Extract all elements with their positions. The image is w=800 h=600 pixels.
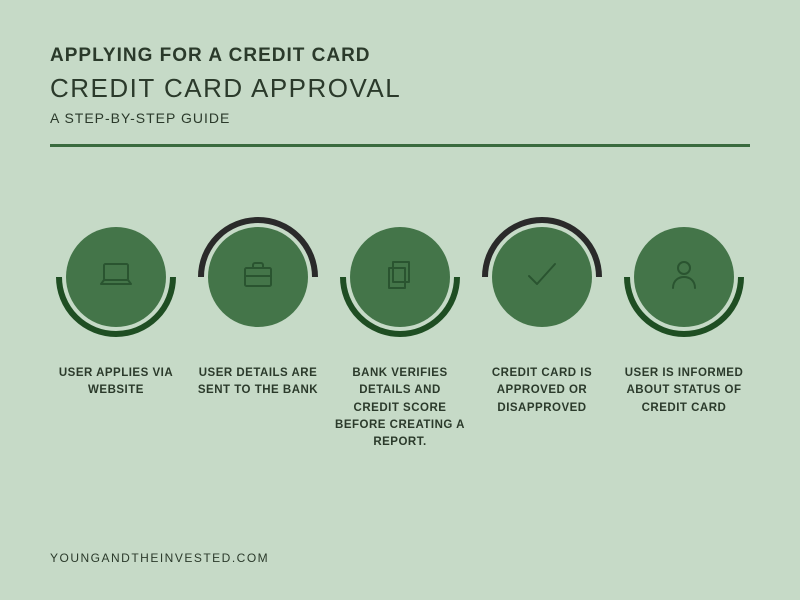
- footer-attribution: YOUNGANDTHEINVESTED.COM: [50, 551, 269, 565]
- title-line-3: A STEP-BY-STEP GUIDE: [50, 110, 750, 126]
- documents-icon: [379, 254, 421, 301]
- person-icon: [663, 254, 705, 301]
- step-1: USER APPLIES VIA WEBSITE: [50, 217, 182, 400]
- step-label: CREDIT CARD IS APPROVED OR DISAPPROVED: [477, 365, 607, 417]
- step-circle-wrap: [482, 217, 602, 337]
- step-circle-wrap: [56, 217, 176, 337]
- briefcase-icon: [237, 254, 279, 301]
- step-5: USER IS INFORMED ABOUT STATUS OF CREDIT …: [618, 217, 750, 417]
- step-4: CREDIT CARD IS APPROVED OR DISAPPROVED: [476, 217, 608, 417]
- step-circle: [66, 227, 166, 327]
- title-line-2: CREDIT CARD APPROVAL: [50, 73, 750, 104]
- step-2: USER DETAILS ARE SENT TO THE BANK: [192, 217, 324, 400]
- infographic-page: APPLYING FOR A CREDIT CARD CREDIT CARD A…: [0, 0, 800, 600]
- step-circle: [208, 227, 308, 327]
- step-label: USER APPLIES VIA WEBSITE: [51, 365, 181, 400]
- title-line-1: APPLYING FOR A CREDIT CARD: [50, 45, 750, 67]
- step-circle: [634, 227, 734, 327]
- step-label: USER IS INFORMED ABOUT STATUS OF CREDIT …: [619, 365, 749, 417]
- step-circle: [492, 227, 592, 327]
- step-label: BANK VERIFIES DETAILS AND CREDIT SCORE B…: [335, 365, 465, 451]
- header-divider: [50, 144, 750, 147]
- step-circle-wrap: [198, 217, 318, 337]
- laptop-icon: [95, 254, 137, 301]
- step-circle: [350, 227, 450, 327]
- step-3: BANK VERIFIES DETAILS AND CREDIT SCORE B…: [334, 217, 466, 451]
- step-circle-wrap: [340, 217, 460, 337]
- header-block: APPLYING FOR A CREDIT CARD CREDIT CARD A…: [50, 45, 750, 147]
- steps-row: USER APPLIES VIA WEBSITE USER DETAILS ARE…: [50, 217, 750, 451]
- step-label: USER DETAILS ARE SENT TO THE BANK: [193, 365, 323, 400]
- step-circle-wrap: [624, 217, 744, 337]
- checkmark-icon: [521, 254, 563, 301]
